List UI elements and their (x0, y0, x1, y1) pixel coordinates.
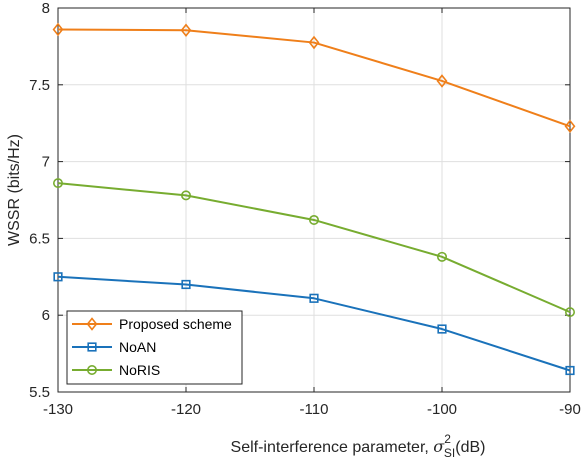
series-line-noris (57, 182, 571, 314)
data-point-noan (309, 293, 319, 303)
legend-label: Proposed scheme (119, 316, 232, 332)
legend-item-noris: NoRIS (72, 362, 160, 378)
legend-item-proposed-scheme: Proposed scheme (72, 316, 232, 332)
axis-ticks: -130 -120 -110 -100 -90 5.5 6 6.5 7 7.5 8 (29, 0, 581, 418)
data-point-noan (437, 324, 447, 334)
data-point-proposed-scheme (308, 35, 320, 50)
legend-label: NoRIS (119, 362, 160, 378)
series-noan (53, 272, 575, 376)
x-axis-label-superscript: 2 (444, 432, 451, 446)
x-axis-label-suffix: (dB) (455, 439, 485, 456)
x-tick-label: -130 (43, 401, 73, 418)
data-point-noris (181, 190, 192, 201)
data-point-noan (53, 272, 63, 282)
data-point-noan (181, 279, 191, 290)
y-tick-label: 8 (42, 0, 50, 17)
y-tick-label: 5.5 (29, 384, 50, 401)
x-axis-label: Self-interference parameter, σ2 SI(dB) (231, 432, 486, 460)
data-point-noris (436, 251, 447, 262)
x-axis-label-prefix: Self-interference parameter, (231, 439, 434, 456)
series-group (52, 22, 576, 376)
data-point-proposed-scheme (52, 22, 64, 37)
legend-item-noan: NoAN (72, 339, 156, 355)
legend: Proposed scheme NoAN NoRIS (66, 310, 243, 385)
y-tick-label: 6 (42, 307, 50, 324)
data-point-proposed-scheme (436, 74, 448, 88)
data-point-noris (52, 178, 63, 189)
y-tick-label: 7.5 (29, 77, 50, 94)
series-proposed-scheme (52, 22, 576, 134)
x-tick-label: -110 (300, 401, 329, 418)
data-point-proposed-scheme (180, 23, 192, 38)
legend-label: NoAN (119, 339, 156, 355)
legend-marker (87, 364, 98, 375)
data-point-proposed-scheme (564, 119, 576, 134)
x-tick-label: -120 (171, 401, 201, 418)
y-axis-label: WSSR (bits/Hz) (6, 134, 23, 246)
data-point-noan (565, 365, 575, 376)
x-tick-label: -90 (559, 401, 581, 418)
data-point-noris (308, 214, 319, 225)
y-tick-label: 6.5 (29, 230, 50, 247)
series-noris (52, 178, 575, 318)
y-tick-label: 7 (42, 154, 50, 171)
data-point-noris (564, 307, 575, 318)
series-line-proposed-scheme (57, 28, 571, 128)
x-tick-label: -100 (427, 401, 457, 418)
legend-marker (86, 317, 98, 331)
legend-marker (87, 342, 97, 352)
series-line-noan (57, 275, 571, 372)
x-axis-label-symbol: σ (433, 437, 445, 456)
x-axis-label-subscript: SI (444, 446, 455, 460)
